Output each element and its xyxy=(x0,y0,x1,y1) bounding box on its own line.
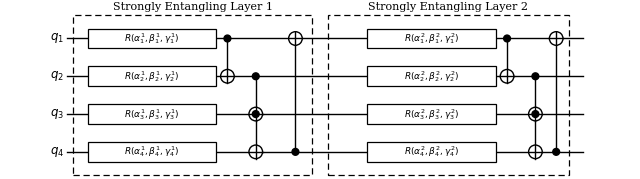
Text: $R(\alpha^1_2, \beta^1_2, \gamma^1_2)$: $R(\alpha^1_2, \beta^1_2, \gamma^1_2)$ xyxy=(124,69,179,84)
Circle shape xyxy=(529,107,542,121)
Circle shape xyxy=(292,148,299,155)
Bar xyxy=(328,15,570,175)
FancyBboxPatch shape xyxy=(367,104,496,124)
FancyBboxPatch shape xyxy=(88,104,216,124)
Circle shape xyxy=(549,32,563,45)
Text: $R(\alpha^2_4, \beta^2_4, \gamma^2_4)$: $R(\alpha^2_4, \beta^2_4, \gamma^2_4)$ xyxy=(404,144,459,159)
Text: $q_2$: $q_2$ xyxy=(51,69,64,83)
FancyBboxPatch shape xyxy=(88,29,216,48)
Text: Strongly Entangling Layer 2: Strongly Entangling Layer 2 xyxy=(369,3,529,13)
Circle shape xyxy=(504,35,511,42)
Circle shape xyxy=(500,69,514,83)
FancyBboxPatch shape xyxy=(88,66,216,86)
Circle shape xyxy=(529,145,542,159)
Text: $R(\alpha^2_1, \beta^2_1, \gamma^2_1)$: $R(\alpha^2_1, \beta^2_1, \gamma^2_1)$ xyxy=(404,31,459,46)
Circle shape xyxy=(249,107,262,121)
Circle shape xyxy=(532,111,539,117)
Text: $R(\alpha^1_3, \beta^1_3, \gamma^1_3)$: $R(\alpha^1_3, \beta^1_3, \gamma^1_3)$ xyxy=(124,107,179,122)
Circle shape xyxy=(252,73,259,80)
Bar xyxy=(73,15,312,175)
Text: $q_3$: $q_3$ xyxy=(51,107,65,121)
Circle shape xyxy=(224,35,231,42)
Text: $q_1$: $q_1$ xyxy=(51,32,65,45)
Circle shape xyxy=(221,69,234,83)
Text: $R(\alpha^2_3, \beta^2_3, \gamma^2_3)$: $R(\alpha^2_3, \beta^2_3, \gamma^2_3)$ xyxy=(404,107,459,122)
FancyBboxPatch shape xyxy=(367,66,496,86)
Circle shape xyxy=(532,73,539,80)
Text: $R(\alpha^1_1, \beta^1_1, \gamma^1_1)$: $R(\alpha^1_1, \beta^1_1, \gamma^1_1)$ xyxy=(124,31,179,46)
FancyBboxPatch shape xyxy=(88,142,216,162)
FancyBboxPatch shape xyxy=(367,142,496,162)
Text: $R(\alpha^2_2, \beta^2_2, \gamma^2_2)$: $R(\alpha^2_2, \beta^2_2, \gamma^2_2)$ xyxy=(404,69,459,84)
Circle shape xyxy=(289,32,302,45)
Circle shape xyxy=(553,148,559,155)
Circle shape xyxy=(249,145,262,159)
Text: $R(\alpha^1_4, \beta^1_4, \gamma^1_4)$: $R(\alpha^1_4, \beta^1_4, \gamma^1_4)$ xyxy=(124,144,179,159)
Text: $q_4$: $q_4$ xyxy=(51,145,65,159)
Circle shape xyxy=(252,111,259,117)
Text: Strongly Entangling Layer 1: Strongly Entangling Layer 1 xyxy=(113,3,273,13)
FancyBboxPatch shape xyxy=(367,29,496,48)
